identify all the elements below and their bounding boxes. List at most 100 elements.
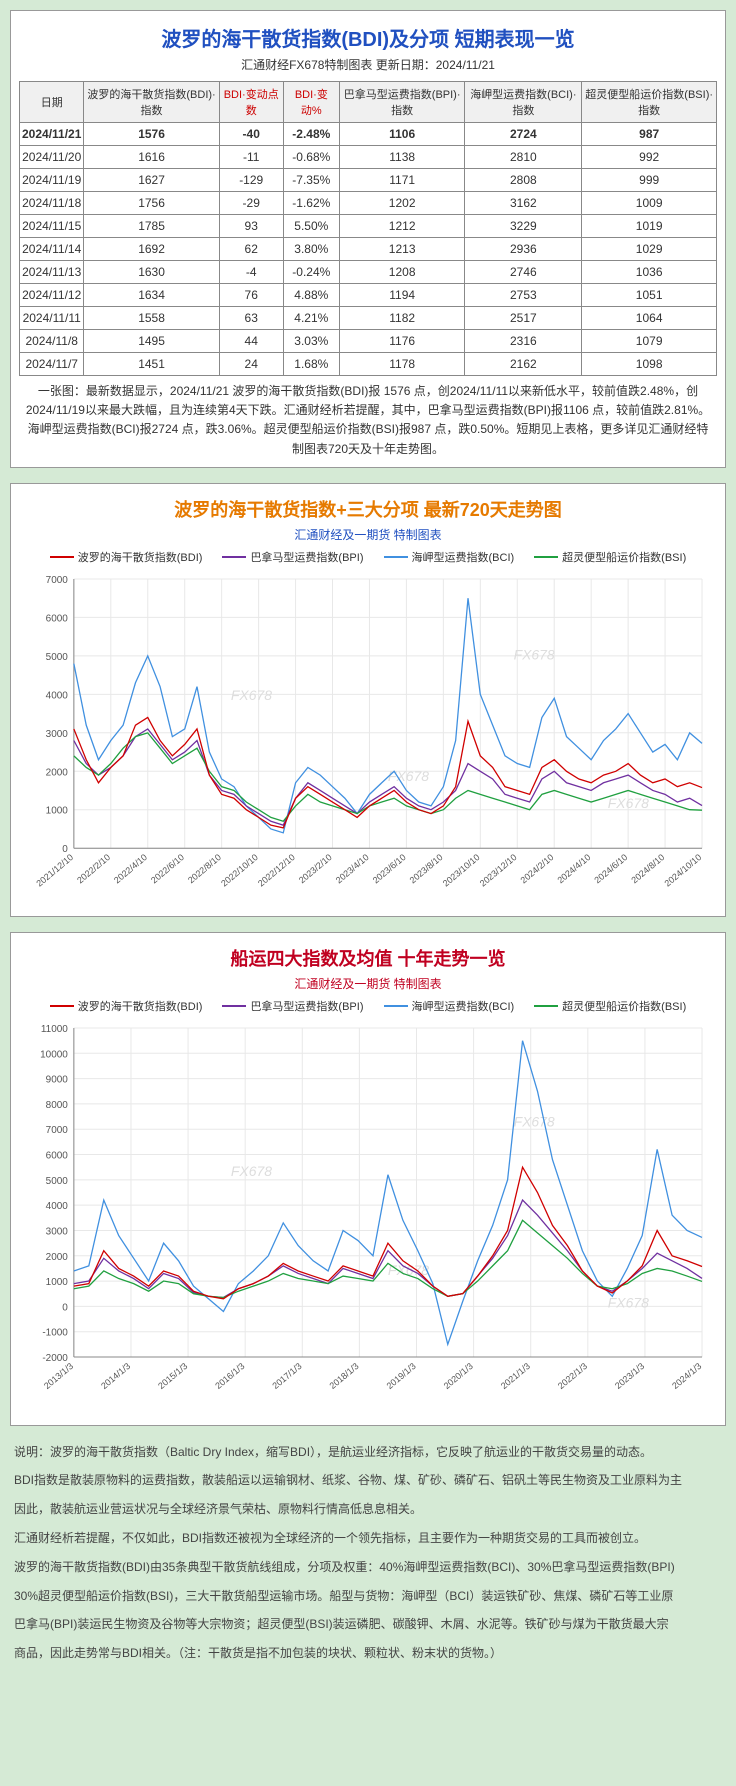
legend-label: 超灵便型船运价指数(BSI) bbox=[562, 998, 686, 1014]
svg-text:FX678: FX678 bbox=[514, 646, 555, 662]
legend-item: 超灵便型船运价指数(BSI) bbox=[534, 549, 686, 565]
table-cell: 1630 bbox=[84, 261, 219, 284]
legend-label: 波罗的海干散货指数(BDI) bbox=[78, 998, 203, 1014]
table-cell: 2024/11/7 bbox=[20, 353, 84, 376]
table-row: 2024/11/211576-40-2.48%11062724987 bbox=[20, 123, 717, 146]
table-cell: 1451 bbox=[84, 353, 219, 376]
table-subtitle: 汇通财经FX678特制图表 更新日期：2024/11/21 bbox=[19, 56, 717, 73]
svg-text:2015/1/3: 2015/1/3 bbox=[156, 1361, 189, 1391]
svg-text:1000: 1000 bbox=[46, 805, 69, 816]
svg-text:4000: 4000 bbox=[46, 1201, 69, 1212]
table-row: 2024/11/111558634.21%118225171064 bbox=[20, 307, 717, 330]
table-cell: 1756 bbox=[84, 192, 219, 215]
table-header: 海岬型运费指数(BCI)·指数 bbox=[465, 82, 582, 123]
table-cell: 1178 bbox=[339, 353, 464, 376]
svg-text:FX678: FX678 bbox=[231, 1163, 272, 1179]
table-cell: 1576 bbox=[84, 123, 219, 146]
svg-text:FX678: FX678 bbox=[608, 795, 649, 811]
legend-label: 海岬型运费指数(BCI) bbox=[412, 549, 515, 565]
table-header: 日期 bbox=[20, 82, 84, 123]
footer-p3: 因此，散装航运业营运状况与全球经济景气荣枯、原物料行情高低息息相关。 bbox=[14, 1498, 722, 1521]
table-cell: 44 bbox=[219, 330, 283, 353]
footer-p8: 商品，因此走势常与BDI相关。（注：干散货是指不加包装的块状、颗粒状、粉末状的货… bbox=[14, 1642, 722, 1665]
table-cell: 76 bbox=[219, 284, 283, 307]
svg-text:0: 0 bbox=[62, 1302, 68, 1313]
table-cell: 2808 bbox=[465, 169, 582, 192]
svg-text:2017/1/3: 2017/1/3 bbox=[270, 1361, 303, 1391]
table-row: 2024/11/141692623.80%121329361029 bbox=[20, 238, 717, 261]
table-row: 2024/11/81495443.03%117623161079 bbox=[20, 330, 717, 353]
table-cell: 1138 bbox=[339, 146, 464, 169]
table-row: 2024/11/121634764.88%119427531051 bbox=[20, 284, 717, 307]
table-row: 2024/11/71451241.68%117821621098 bbox=[20, 353, 717, 376]
svg-text:2023/4/10: 2023/4/10 bbox=[334, 852, 371, 885]
legend-label: 波罗的海干散货指数(BDI) bbox=[78, 549, 203, 565]
table-cell: 1558 bbox=[84, 307, 219, 330]
svg-text:2022/4/10: 2022/4/10 bbox=[112, 852, 149, 885]
svg-text:7000: 7000 bbox=[46, 575, 69, 586]
table-cell: 992 bbox=[582, 146, 717, 169]
table-cell: -4 bbox=[219, 261, 283, 284]
svg-text:FX678: FX678 bbox=[388, 768, 429, 784]
svg-text:5000: 5000 bbox=[46, 1176, 69, 1187]
table-row: 2024/11/201616-11-0.68%11382810992 bbox=[20, 146, 717, 169]
table-cell: 2517 bbox=[465, 307, 582, 330]
chart-720-panel: 波罗的海干散货指数+三大分项 最新720天走势图 汇通财经及一期货 特制图表 波… bbox=[10, 483, 726, 917]
table-cell: 1064 bbox=[582, 307, 717, 330]
legend-label: 巴拿马型运费指数(BPI) bbox=[250, 549, 363, 565]
legend-swatch bbox=[384, 1005, 408, 1007]
table-cell: 3.03% bbox=[283, 330, 339, 353]
table-cell: 63 bbox=[219, 307, 283, 330]
svg-text:9000: 9000 bbox=[46, 1074, 69, 1085]
table-cell: 3229 bbox=[465, 215, 582, 238]
svg-text:2024/6/10: 2024/6/10 bbox=[592, 852, 629, 885]
svg-text:2021/12/10: 2021/12/10 bbox=[34, 852, 75, 889]
table-cell: 2936 bbox=[465, 238, 582, 261]
footer-p5: 波罗的海干散货指数(BDI)由35条典型干散货航线组成，分项及权重：40%海岬型… bbox=[14, 1556, 722, 1579]
svg-text:8000: 8000 bbox=[46, 1100, 69, 1111]
table-cell: 987 bbox=[582, 123, 717, 146]
table-cell: 1213 bbox=[339, 238, 464, 261]
footer-p6: 30%超灵便型船运价指数(BSI)，三大干散货船型运输市场。船型与货物：海岬型（… bbox=[14, 1585, 722, 1608]
table-cell: 3162 bbox=[465, 192, 582, 215]
svg-text:2022/6/10: 2022/6/10 bbox=[149, 852, 186, 885]
table-cell: 1106 bbox=[339, 123, 464, 146]
svg-text:2023/10/10: 2023/10/10 bbox=[441, 852, 482, 889]
legend-item: 巴拿马型运费指数(BPI) bbox=[222, 549, 363, 565]
table-header: BDI·变动点数 bbox=[219, 82, 283, 123]
svg-text:FX678: FX678 bbox=[231, 687, 272, 703]
table-header: 超灵便型船运价指数(BSI)·指数 bbox=[582, 82, 717, 123]
svg-text:2024/8/10: 2024/8/10 bbox=[629, 852, 666, 885]
table-cell: 1208 bbox=[339, 261, 464, 284]
table-cell: 1182 bbox=[339, 307, 464, 330]
table-cell: 1009 bbox=[582, 192, 717, 215]
table-cell: 2024/11/12 bbox=[20, 284, 84, 307]
footer-text: 说明：波罗的海干散货指数（Baltic Dry Index，缩写BDI），是航运… bbox=[10, 1441, 726, 1665]
svg-text:6000: 6000 bbox=[46, 613, 69, 624]
table-cell: 1019 bbox=[582, 215, 717, 238]
table-cell: 1212 bbox=[339, 215, 464, 238]
footer-p2: BDI指数是散装原物料的运费指数，散装船运以运输钢材、纸浆、谷物、煤、矿砂、磷矿… bbox=[14, 1469, 722, 1492]
footer-p4: 汇通财经析若提醒，不仅如此，BDI指数还被视为全球经济的一个领先指标，且主要作为… bbox=[14, 1527, 722, 1550]
svg-text:2000: 2000 bbox=[46, 1252, 69, 1263]
table-cell: 62 bbox=[219, 238, 283, 261]
legend-label: 巴拿马型运费指数(BPI) bbox=[250, 998, 363, 1014]
legend-item: 超灵便型船运价指数(BSI) bbox=[534, 998, 686, 1014]
svg-text:11000: 11000 bbox=[41, 1024, 68, 1035]
legend-swatch bbox=[384, 556, 408, 558]
legend-item: 海岬型运费指数(BCI) bbox=[384, 998, 515, 1014]
table-cell: 2162 bbox=[465, 353, 582, 376]
svg-text:2019/1/3: 2019/1/3 bbox=[385, 1361, 418, 1391]
table-cell: 2810 bbox=[465, 146, 582, 169]
table-cell: 1692 bbox=[84, 238, 219, 261]
svg-text:-1000: -1000 bbox=[42, 1327, 68, 1338]
chart720-title: 波罗的海干散货指数+三大分项 最新720天走势图 bbox=[19, 496, 717, 522]
table-cell: -1.62% bbox=[283, 192, 339, 215]
table-cell: 1176 bbox=[339, 330, 464, 353]
svg-text:FX678: FX678 bbox=[514, 1113, 555, 1129]
table-cell: 1051 bbox=[582, 284, 717, 307]
svg-text:2021/1/3: 2021/1/3 bbox=[499, 1361, 532, 1391]
table-row: 2024/11/181756-29-1.62%120231621009 bbox=[20, 192, 717, 215]
legend-item: 海岬型运费指数(BCI) bbox=[384, 549, 515, 565]
svg-text:2022/8/10: 2022/8/10 bbox=[186, 852, 223, 885]
